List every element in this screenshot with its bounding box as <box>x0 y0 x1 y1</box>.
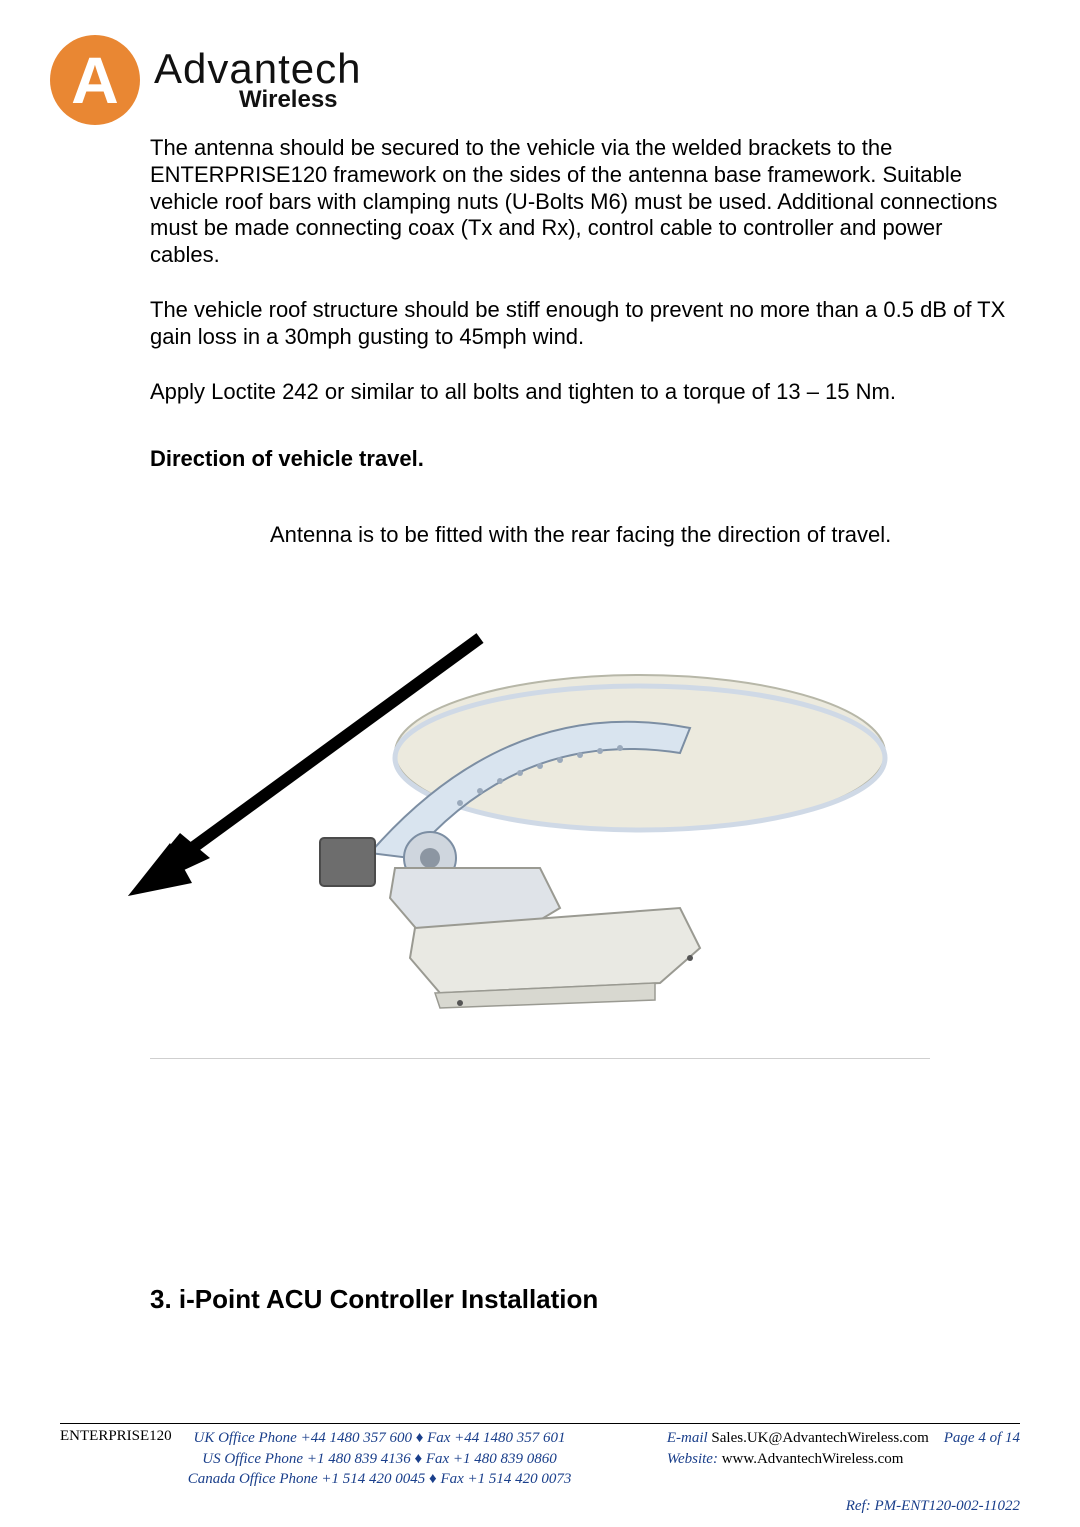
logo-letter: A <box>71 42 119 118</box>
document-page: A Advantech Wireless The antenna should … <box>0 0 1080 1527</box>
brand-name: Advantech <box>154 48 361 90</box>
figure-divider <box>150 1058 930 1059</box>
footer-email: Sales.UK@AdvantechWireless.com <box>711 1430 928 1446</box>
footer-ref: Ref: PM-ENT120-002-11022 <box>846 1498 1020 1515</box>
footer-contacts: UK Office Phone +44 1480 357 600 ♦ Fax +… <box>188 1428 572 1489</box>
footer-product: ENTERPRISE120 <box>60 1428 172 1489</box>
footer-divider <box>60 1423 1020 1424</box>
section-3-heading: 3. i-Point ACU Controller Installation <box>150 1284 1020 1315</box>
brand-header: A Advantech Wireless <box>50 35 1020 125</box>
footer-grid: ENTERPRISE120 UK Office Phone +44 1480 3… <box>60 1428 1020 1489</box>
footer-email-label: E-mail <box>667 1430 708 1446</box>
antenna-figure <box>150 578 930 1038</box>
body-text: The antenna should be secured to the veh… <box>150 135 1010 548</box>
page-footer: ENTERPRISE120 UK Office Phone +44 1480 3… <box>60 1423 1020 1489</box>
paragraph-1: The antenna should be secured to the veh… <box>150 135 1010 269</box>
footer-website: www.AdvantechWireless.com <box>722 1451 904 1467</box>
logo-badge: A <box>50 35 140 125</box>
direction-arrow-icon <box>110 608 530 928</box>
paragraph-2: The vehicle roof structure should be sti… <box>150 297 1010 351</box>
fit-note: Antenna is to be fitted with the rear fa… <box>270 522 1010 548</box>
footer-email-line: E-mail Sales.UK@AdvantechWireless.com Pa… <box>667 1428 1020 1448</box>
footer-website-label: Website: <box>667 1451 718 1467</box>
subsection-heading: Direction of vehicle travel. <box>150 446 1010 472</box>
footer-website-line: Website: www.AdvantechWireless.com <box>667 1449 1020 1469</box>
footer-page: Page 4 of 14 <box>944 1430 1020 1446</box>
paragraph-3: Apply Loctite 242 or similar to all bolt… <box>150 379 1010 406</box>
footer-right: E-mail Sales.UK@AdvantechWireless.com Pa… <box>667 1428 1020 1489</box>
footer-uk: UK Office Phone +44 1480 357 600 ♦ Fax +… <box>188 1428 572 1448</box>
brand-text: Advantech Wireless <box>154 48 361 112</box>
footer-us: US Office Phone +1 480 839 4136 ♦ Fax +1… <box>188 1449 572 1469</box>
footer-ca: Canada Office Phone +1 514 420 0045 ♦ Fa… <box>188 1469 572 1489</box>
footer-left: ENTERPRISE120 UK Office Phone +44 1480 3… <box>60 1428 571 1489</box>
brand-sub: Wireless <box>239 88 361 112</box>
